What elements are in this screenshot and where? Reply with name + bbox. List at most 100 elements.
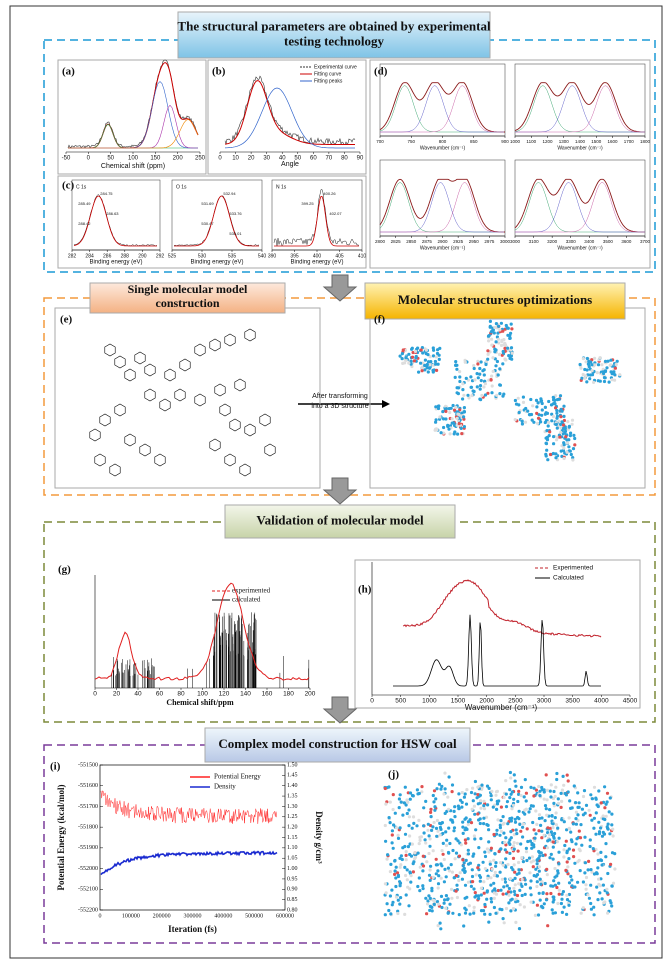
atom — [420, 790, 424, 794]
atom — [555, 840, 559, 844]
atom — [429, 864, 433, 868]
atom — [432, 800, 436, 804]
atom — [613, 373, 617, 377]
atom — [466, 393, 470, 397]
atom — [548, 789, 552, 793]
atom — [611, 834, 615, 838]
x-tick-label: 535 — [228, 253, 237, 259]
atom — [524, 791, 529, 795]
peak-label: 285.49 — [78, 201, 91, 206]
atom — [588, 377, 592, 381]
y-tick-label: -551700 — [78, 804, 98, 810]
legend-label: experimented — [232, 587, 271, 595]
atom — [555, 777, 559, 782]
atom — [540, 413, 544, 417]
atom — [534, 832, 538, 836]
atom — [609, 358, 613, 362]
atom — [531, 859, 536, 863]
atom — [524, 406, 528, 411]
atom — [573, 861, 577, 865]
atom — [581, 357, 586, 361]
atom — [462, 415, 466, 419]
atom — [512, 863, 516, 867]
atom — [560, 910, 565, 915]
panel-label: (i) — [50, 761, 61, 773]
ring — [144, 363, 156, 377]
atom — [484, 815, 489, 819]
atom — [492, 832, 496, 837]
atom — [473, 812, 477, 816]
atom — [472, 804, 476, 808]
atom — [559, 415, 563, 419]
atom — [603, 359, 608, 363]
atom — [592, 785, 597, 789]
atom — [585, 368, 589, 372]
axis-title: Iteration (fs) — [168, 924, 217, 934]
x-tick-label: 200 — [173, 156, 184, 162]
atom — [511, 907, 515, 911]
peak-label: 288.42 — [78, 221, 91, 226]
atom — [545, 788, 550, 792]
atom — [597, 789, 601, 793]
atom — [508, 336, 512, 340]
atom — [444, 404, 448, 408]
atom — [494, 364, 498, 368]
atom — [529, 900, 533, 904]
atom — [509, 909, 513, 913]
atom — [490, 329, 494, 333]
arrow-text: After transforming — [312, 393, 368, 400]
atom — [570, 884, 574, 888]
atom — [509, 830, 513, 834]
atom — [493, 347, 497, 351]
atom — [421, 869, 425, 873]
atom — [497, 341, 501, 345]
atom — [413, 851, 417, 855]
arrows — [322, 274, 358, 724]
atom — [577, 858, 581, 863]
axis-title: Binding energy (eV) — [89, 260, 142, 266]
x-tick-label: 1700 — [624, 139, 635, 144]
atom — [596, 858, 600, 863]
atom — [447, 775, 451, 779]
atom — [407, 361, 411, 365]
atom — [490, 337, 494, 341]
atom — [426, 360, 431, 364]
atom — [415, 824, 419, 828]
atom — [512, 833, 517, 837]
atom — [615, 359, 619, 363]
x-tick-label: 300000 — [184, 913, 202, 919]
atom — [477, 896, 481, 901]
ring — [164, 368, 176, 382]
atom — [523, 892, 527, 897]
atom — [535, 411, 539, 415]
atom — [405, 868, 409, 872]
atom — [418, 838, 422, 843]
atom — [555, 438, 559, 442]
atom — [496, 818, 500, 822]
atom — [434, 418, 438, 422]
x-tick-label: 150 — [150, 156, 161, 162]
atom — [504, 865, 508, 869]
atom — [478, 821, 482, 826]
x-tick-label: 50 — [107, 156, 114, 162]
atom — [476, 802, 480, 806]
atom — [449, 863, 453, 867]
x-tick-label: 2850 — [406, 239, 417, 244]
fit-peak — [514, 182, 645, 233]
atom — [498, 870, 502, 874]
atom — [428, 908, 432, 913]
atom — [494, 793, 498, 797]
atom — [384, 839, 388, 843]
atom — [521, 825, 525, 829]
atom — [420, 369, 424, 373]
atom — [495, 807, 499, 812]
atom — [496, 337, 501, 341]
atom — [461, 858, 465, 862]
atom — [436, 362, 440, 366]
atom — [600, 363, 604, 367]
ring — [209, 338, 221, 352]
atom — [584, 360, 588, 364]
y2-tick-label: 1.45 — [287, 773, 298, 779]
ring — [224, 453, 236, 467]
